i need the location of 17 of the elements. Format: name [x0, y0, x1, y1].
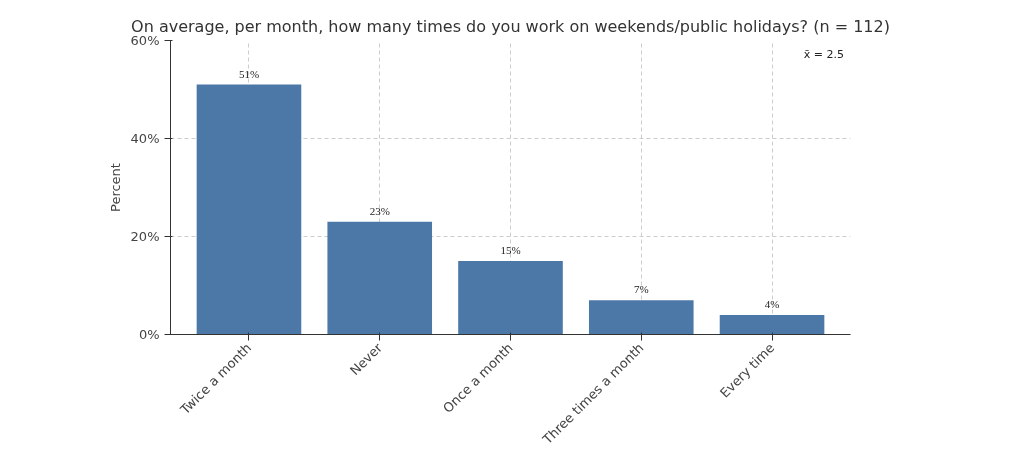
bar [719, 314, 825, 335]
y-tick-label: 20% [130, 229, 160, 244]
bar [196, 84, 302, 335]
y-tick-label: 60% [130, 33, 160, 48]
chart-title: On average, per month, how many times do you work on weekends/public holidays? (n = 112) [131, 16, 890, 36]
y-axis-title: Percent [107, 163, 123, 212]
data-label: 4% [764, 297, 780, 310]
bar [588, 300, 694, 335]
data-label: 51% [238, 67, 260, 80]
data-label: 7% [633, 283, 649, 296]
annotation: x̄ = 2.5 [803, 47, 844, 61]
bar [458, 261, 563, 335]
y-tick-label: 40% [130, 131, 160, 146]
data-label: 23% [369, 204, 390, 217]
y-tick-label: 0% [138, 327, 160, 342]
data-label: 15% [500, 244, 521, 256]
bar [327, 221, 433, 335]
